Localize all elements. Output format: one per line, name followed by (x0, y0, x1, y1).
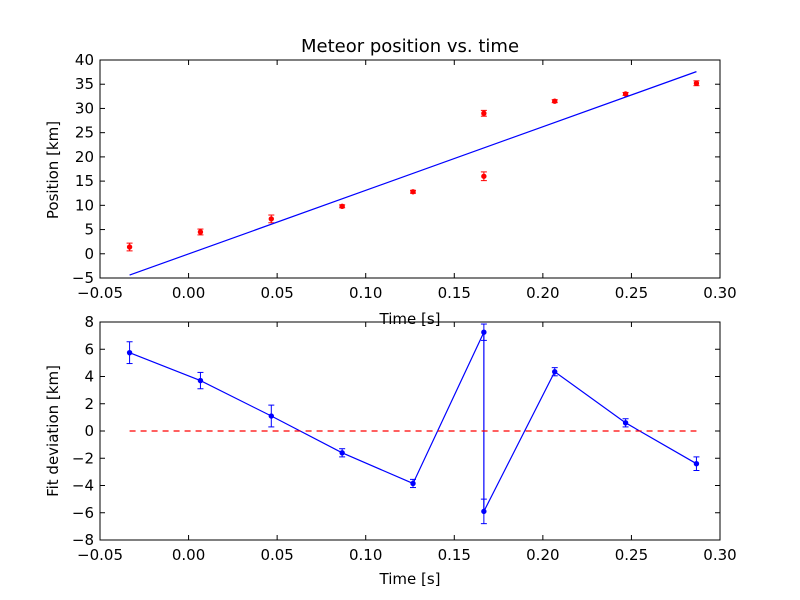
deviation-y-tick-label: −4 (72, 477, 94, 495)
deviation-x-tick-label: −0.05 (77, 546, 123, 564)
position-x-tick-label: −0.05 (77, 284, 123, 302)
position-data-point (481, 110, 487, 116)
position-y-axis-label: Position [km] (44, 121, 62, 219)
deviation-series-line (129, 331, 697, 512)
deviation-y-axis-label: Fit deviation [km] (44, 365, 62, 497)
position-y-tick-label: 10 (75, 196, 94, 214)
deviation-data-point (268, 413, 274, 419)
position-y-tick-label: 40 (75, 51, 94, 69)
chart-title: Meteor position vs. time (301, 36, 519, 57)
position-y-tick-label: 20 (75, 148, 94, 166)
position-data-point (339, 203, 345, 210)
deviation-plot-area: −0.05 0.00 0.05 0.10 0.15 0.20 0.25 0.30 −8 −6 −4 −… (72, 313, 737, 564)
position-x-tick-label: 0.15 (438, 284, 471, 302)
position-y-tick-label: 5 (84, 221, 94, 239)
deviation-data-point (552, 369, 558, 375)
position-x-tick-label: 0.20 (526, 284, 559, 302)
deviation-y-tick-label: 4 (84, 368, 94, 386)
position-plot-area: −0.05 0.00 0.05 0.10 0.15 0.20 0.25 0.30 −5 0 5 10 1… (72, 51, 737, 302)
deviation-x-tick-label: 0.15 (438, 546, 471, 564)
deviation-panel: Time [s] Fit deviation [km] −0.05 0.00 0.0… (44, 313, 737, 588)
deviation-x-tick-label: 0.25 (615, 546, 648, 564)
position-y-tick-label: 25 (75, 124, 94, 142)
position-x-tick-label: 0.00 (172, 284, 205, 302)
position-y-tick-label: 30 (75, 99, 94, 117)
deviation-y-tick-label: −8 (72, 531, 94, 549)
deviation-y-tick-label: 0 (84, 422, 94, 440)
deviation-x-tick-label: 0.30 (703, 546, 736, 564)
position-data-point (693, 80, 700, 86)
deviation-x-tick-label: 0.20 (526, 546, 559, 564)
deviation-y-tick-label: −2 (72, 449, 94, 467)
position-x-tick-label: 0.30 (703, 284, 736, 302)
deviation-data-point (481, 329, 487, 335)
deviation-x-tick-label: 0.05 (260, 546, 293, 564)
position-data-point (126, 244, 133, 250)
deviation-y-tick-label: 6 (84, 340, 94, 358)
deviation-x-tick-label: 0.10 (349, 546, 382, 564)
deviation-data-point (410, 480, 416, 487)
position-data-point (410, 189, 416, 195)
position-panel: Meteor position vs. time Time [s] Positi… (44, 36, 737, 328)
position-data-point (622, 91, 629, 97)
position-data-point (268, 216, 274, 222)
position-y-tick-label: 15 (75, 172, 94, 190)
position-data-point (481, 173, 487, 179)
position-data-point (197, 229, 204, 235)
position-y-tick-label: −5 (72, 269, 94, 287)
position-fit-line (129, 71, 697, 276)
deviation-data-point (126, 349, 133, 356)
deviation-y-tick-label: 8 (84, 313, 94, 331)
deviation-data-point (197, 377, 204, 384)
deviation-data-point (622, 420, 629, 426)
deviation-data-point (481, 508, 487, 515)
position-x-tick-label: 0.05 (260, 284, 293, 302)
deviation-data-point (693, 461, 700, 467)
deviation-y-tick-label: −6 (72, 504, 94, 522)
position-x-tick-label: 0.25 (615, 284, 648, 302)
position-y-tick-label: 35 (75, 75, 94, 93)
position-y-tick-label: 0 (84, 245, 94, 263)
position-x-tick-label: 0.10 (349, 284, 382, 302)
position-x-axis-label: Time [s] (379, 310, 441, 328)
deviation-data-point (339, 450, 345, 456)
position-axes-frame (99, 59, 721, 279)
deviation-y-tick-label: 2 (84, 395, 94, 413)
position-data-point (552, 98, 558, 104)
deviation-x-tick-label: 0.00 (172, 546, 205, 564)
deviation-x-axis-label: Time [s] (379, 570, 441, 588)
